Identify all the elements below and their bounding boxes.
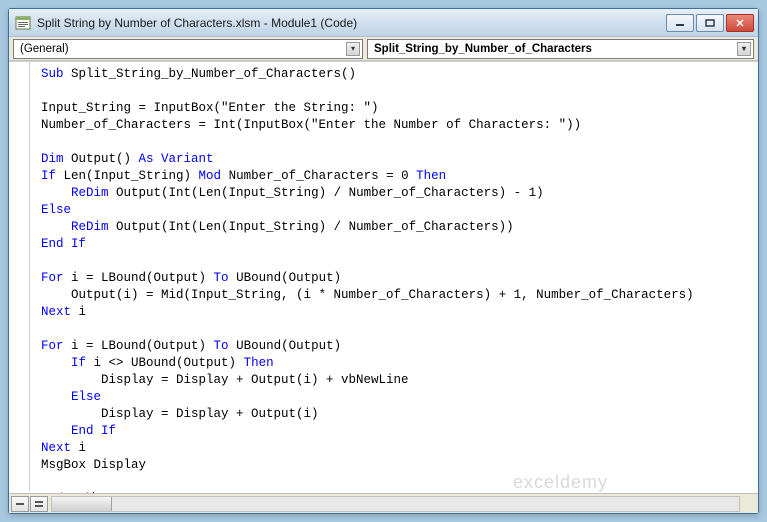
- close-button[interactable]: [726, 14, 754, 32]
- window-controls: [666, 14, 754, 32]
- module-icon: [15, 15, 31, 31]
- chevron-down-icon: ▾: [737, 42, 751, 56]
- object-proc-bar: (General) ▾ Split_String_by_Number_of_Ch…: [9, 37, 758, 61]
- editor-footer: [9, 493, 758, 513]
- titlebar[interactable]: Split String by Number of Characters.xls…: [9, 9, 758, 37]
- maximize-button[interactable]: [696, 14, 724, 32]
- window-title: Split String by Number of Characters.xls…: [37, 16, 660, 30]
- procedure-dropdown[interactable]: Split_String_by_Number_of_Characters ▾: [367, 39, 754, 59]
- minimize-button[interactable]: [666, 14, 694, 32]
- object-dropdown-value: (General): [20, 43, 69, 55]
- full-module-view-button[interactable]: [30, 496, 48, 512]
- object-dropdown[interactable]: (General) ▾: [13, 39, 363, 59]
- procedure-dropdown-value: Split_String_by_Number_of_Characters: [374, 43, 592, 55]
- code-content[interactable]: Sub Split_String_by_Number_of_Characters…: [9, 62, 758, 512]
- chevron-down-icon: ▾: [346, 42, 360, 56]
- code-editor[interactable]: Sub Split_String_by_Number_of_Characters…: [9, 61, 758, 513]
- scrollbar-thumb[interactable]: [52, 497, 112, 511]
- horizontal-scrollbar[interactable]: [51, 496, 740, 512]
- code-window: Split String by Number of Characters.xls…: [8, 8, 759, 514]
- procedure-view-button[interactable]: [11, 496, 29, 512]
